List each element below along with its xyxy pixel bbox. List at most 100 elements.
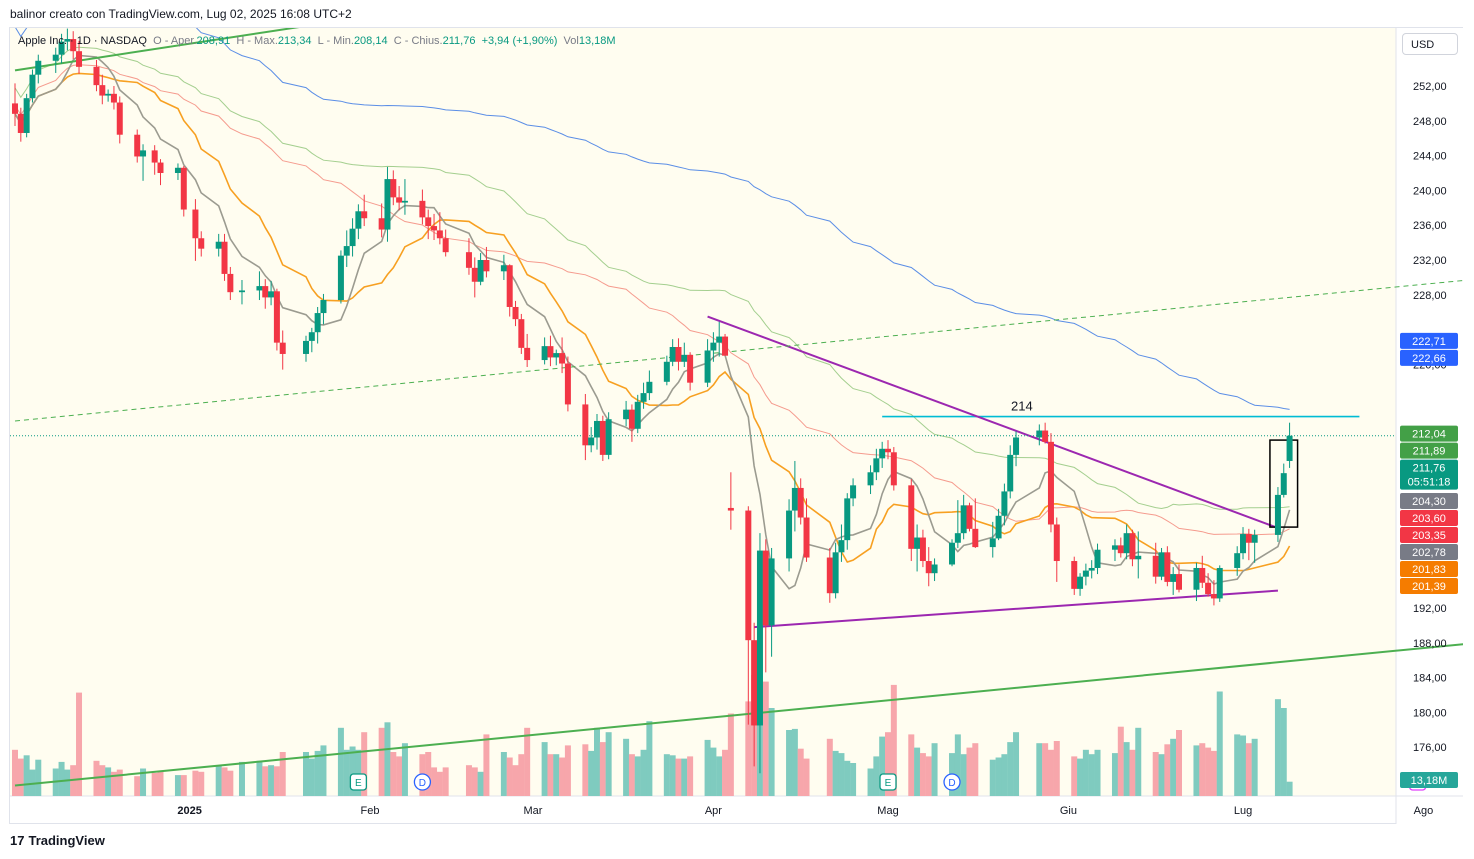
- candle-body[interactable]: [1216, 567, 1223, 599]
- candle-body[interactable]: [623, 409, 630, 420]
- candle-body[interactable]: [745, 510, 752, 641]
- candle-body[interactable]: [1135, 555, 1142, 560]
- candle-body[interactable]: [873, 458, 880, 473]
- dividend-marker[interactable]: D: [413, 773, 432, 791]
- channel-lower-line[interactable]: [14, 637, 1463, 787]
- earnings-marker[interactable]: E: [349, 773, 368, 791]
- candle-body[interactable]: [1164, 552, 1171, 582]
- candle-body[interactable]: [500, 265, 507, 272]
- triangle-upper-line[interactable]: [707, 315, 1279, 529]
- candle-body[interactable]: [890, 452, 897, 486]
- candle-body[interactable]: [524, 347, 531, 361]
- candle-body[interactable]: [646, 381, 653, 394]
- candle-body[interactable]: [401, 200, 408, 203]
- candle-body[interactable]: [140, 150, 147, 157]
- candle-body[interactable]: [215, 241, 222, 249]
- candle-body[interactable]: [320, 300, 327, 314]
- candle-body[interactable]: [751, 640, 758, 726]
- tradingview-brand[interactable]: 17 TradingView: [10, 833, 105, 848]
- candle-body[interactable]: [797, 487, 804, 518]
- candle-body[interactable]: [390, 179, 397, 198]
- candle-body[interactable]: [628, 409, 635, 429]
- candle-body[interactable]: [238, 290, 245, 293]
- candle-body[interactable]: [675, 347, 682, 362]
- candle-body[interactable]: [361, 211, 368, 219]
- breakout-box[interactable]: [1269, 439, 1299, 528]
- candle-body[interactable]: [23, 98, 30, 133]
- price-axis[interactable]: 252,00 248,00 244,00 240,00 236,00 232,00 228,…: [1413, 81, 1447, 754]
- candle-body[interactable]: [273, 291, 280, 343]
- candle-body[interactable]: [1234, 553, 1241, 568]
- candle-body[interactable]: [483, 260, 490, 272]
- candle-body[interactable]: [1123, 533, 1130, 554]
- candle-body[interactable]: [431, 226, 438, 231]
- candle-body[interactable]: [1082, 570, 1089, 577]
- candle-body[interactable]: [803, 517, 810, 558]
- time-axis[interactable]: 2025 Feb Mar Apr Mag Giu Lug Ago: [177, 805, 1433, 817]
- candle-body[interactable]: [1210, 594, 1217, 599]
- candle-body[interactable]: [687, 354, 694, 383]
- candle-body[interactable]: [541, 346, 548, 361]
- candle-body[interactable]: [99, 85, 106, 96]
- candle-body[interactable]: [663, 361, 670, 382]
- candle-body[interactable]: [995, 515, 1002, 539]
- candle-body[interactable]: [599, 420, 606, 455]
- candle-body[interactable]: [70, 39, 77, 52]
- candle-body[interactable]: [279, 342, 286, 354]
- candle-body[interactable]: [221, 241, 228, 274]
- candle-body[interactable]: [227, 273, 234, 293]
- candle-body[interactable]: [867, 472, 874, 486]
- candle-body[interactable]: [722, 336, 729, 356]
- candle-body[interactable]: [919, 537, 926, 562]
- candle-body[interactable]: [960, 505, 967, 534]
- candle-body[interactable]: [547, 346, 554, 358]
- candle-body[interactable]: [786, 510, 793, 559]
- candle-body[interactable]: [268, 291, 275, 298]
- candle-body[interactable]: [844, 498, 851, 541]
- candle-body[interactable]: [582, 404, 589, 446]
- candle-body[interactable]: [192, 209, 199, 239]
- candle-body[interactable]: [512, 306, 519, 320]
- candle-body[interactable]: [966, 505, 973, 529]
- candle-body[interactable]: [1245, 534, 1252, 543]
- candle-body[interactable]: [949, 542, 956, 565]
- dividend-marker[interactable]: D: [943, 773, 961, 791]
- candle-body[interactable]: [180, 167, 187, 210]
- candle-body[interactable]: [826, 557, 833, 594]
- candle-body[interactable]: [634, 401, 641, 429]
- candles[interactable]: [12, 28, 1293, 774]
- candle-body[interactable]: [29, 74, 36, 99]
- candle-body[interactable]: [477, 260, 484, 282]
- candle-body[interactable]: [1117, 545, 1124, 554]
- candle-body[interactable]: [762, 550, 769, 626]
- candle-body[interactable]: [355, 211, 362, 229]
- candle-body[interactable]: [791, 487, 798, 511]
- candle-body[interactable]: [1251, 534, 1258, 543]
- candle-body[interactable]: [1094, 549, 1101, 568]
- legend-symbol[interactable]: Apple Inc. · 1D · NASDAQ: [18, 35, 147, 47]
- candle-body[interactable]: [850, 485, 857, 499]
- candle-body[interactable]: [588, 437, 595, 446]
- candle-body[interactable]: [1047, 441, 1054, 525]
- candle-body[interactable]: [506, 265, 513, 307]
- earnings-marker[interactable]: E: [879, 773, 897, 791]
- candle-body[interactable]: [1042, 430, 1049, 442]
- dashed-trend-line[interactable]: [14, 273, 1463, 422]
- candle-body[interactable]: [1199, 567, 1206, 583]
- candle-body[interactable]: [1071, 561, 1078, 589]
- candle-body[interactable]: [198, 238, 205, 249]
- candle-body[interactable]: [12, 103, 18, 114]
- candle-body[interactable]: [518, 319, 525, 348]
- candle-body[interactable]: [1001, 491, 1008, 516]
- candle-body[interactable]: [605, 419, 612, 455]
- candle-body[interactable]: [1007, 454, 1014, 492]
- candle-body[interactable]: [1205, 582, 1212, 595]
- candle-body[interactable]: [1036, 430, 1043, 438]
- candle-body[interactable]: [838, 540, 845, 553]
- price-chart[interactable]: 214 252,00 248,00 244,00 240,00 236,00 232,00…: [10, 28, 1463, 824]
- candle-body[interactable]: [1129, 533, 1136, 560]
- candle-body[interactable]: [35, 60, 42, 75]
- candle-body[interactable]: [669, 347, 676, 362]
- candle-body[interactable]: [1053, 524, 1060, 562]
- candle-body[interactable]: [989, 538, 996, 548]
